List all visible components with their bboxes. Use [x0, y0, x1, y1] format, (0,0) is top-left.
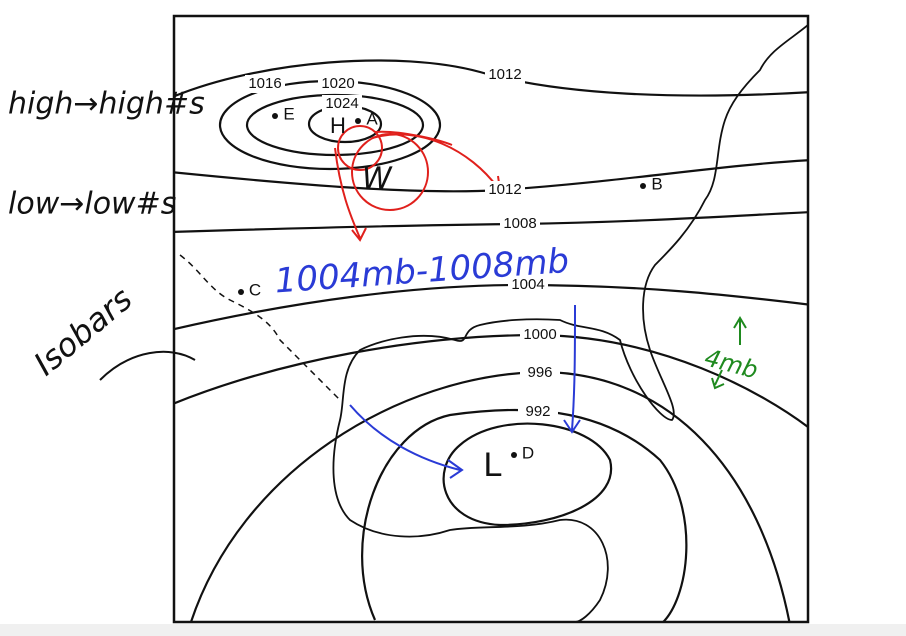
station-dot — [238, 289, 244, 295]
isobar — [174, 59, 808, 98]
label-bg — [518, 403, 558, 421]
label-bg — [520, 364, 560, 382]
low-rule: low→low#s — [8, 187, 176, 222]
high-center: H — [330, 113, 346, 138]
station-label: B — [651, 174, 662, 193]
isobar-label: 1012 — [488, 66, 521, 83]
isobar-label: 1012 — [488, 181, 521, 198]
coastline — [332, 24, 808, 622]
green-arrows — [711, 316, 747, 390]
isobar — [442, 422, 613, 527]
blue-arrows — [349, 304, 581, 479]
station-dot — [511, 452, 517, 458]
label-bg — [485, 181, 525, 199]
wind-circle — [337, 125, 383, 171]
station-dot — [640, 183, 646, 189]
station-label: C — [249, 280, 261, 299]
low-center: L — [484, 446, 503, 484]
isobar-label: 1024 — [325, 95, 358, 112]
label-bg — [318, 75, 358, 93]
label-bg — [500, 215, 540, 233]
isobar-label: 1004 — [511, 276, 544, 293]
station-dot — [355, 118, 361, 124]
bottom-strip — [0, 624, 906, 636]
station-label: D — [522, 443, 534, 462]
red-arrows — [334, 130, 502, 242]
label-bg — [508, 276, 548, 294]
pointer-line — [99, 350, 196, 381]
isobar-label: 1020 — [321, 75, 354, 92]
label-bg — [322, 95, 362, 113]
high-rule: high→high#s — [8, 87, 205, 122]
station-dot — [272, 113, 278, 119]
isobar-label: 996 — [527, 364, 552, 381]
isobar-label: 1008 — [503, 215, 536, 232]
map-frame — [172, 14, 810, 624]
wind-note: W — [362, 162, 393, 197]
isobar-label: 1016 — [248, 75, 281, 92]
station-label: A — [366, 109, 378, 128]
border — [179, 254, 341, 401]
label-bg — [485, 66, 525, 84]
label-bg — [245, 75, 285, 93]
label-bg — [520, 326, 560, 344]
station-label: E — [283, 104, 294, 123]
isobar-label: 992 — [525, 403, 550, 420]
isobar-label: 1000 — [523, 326, 556, 343]
